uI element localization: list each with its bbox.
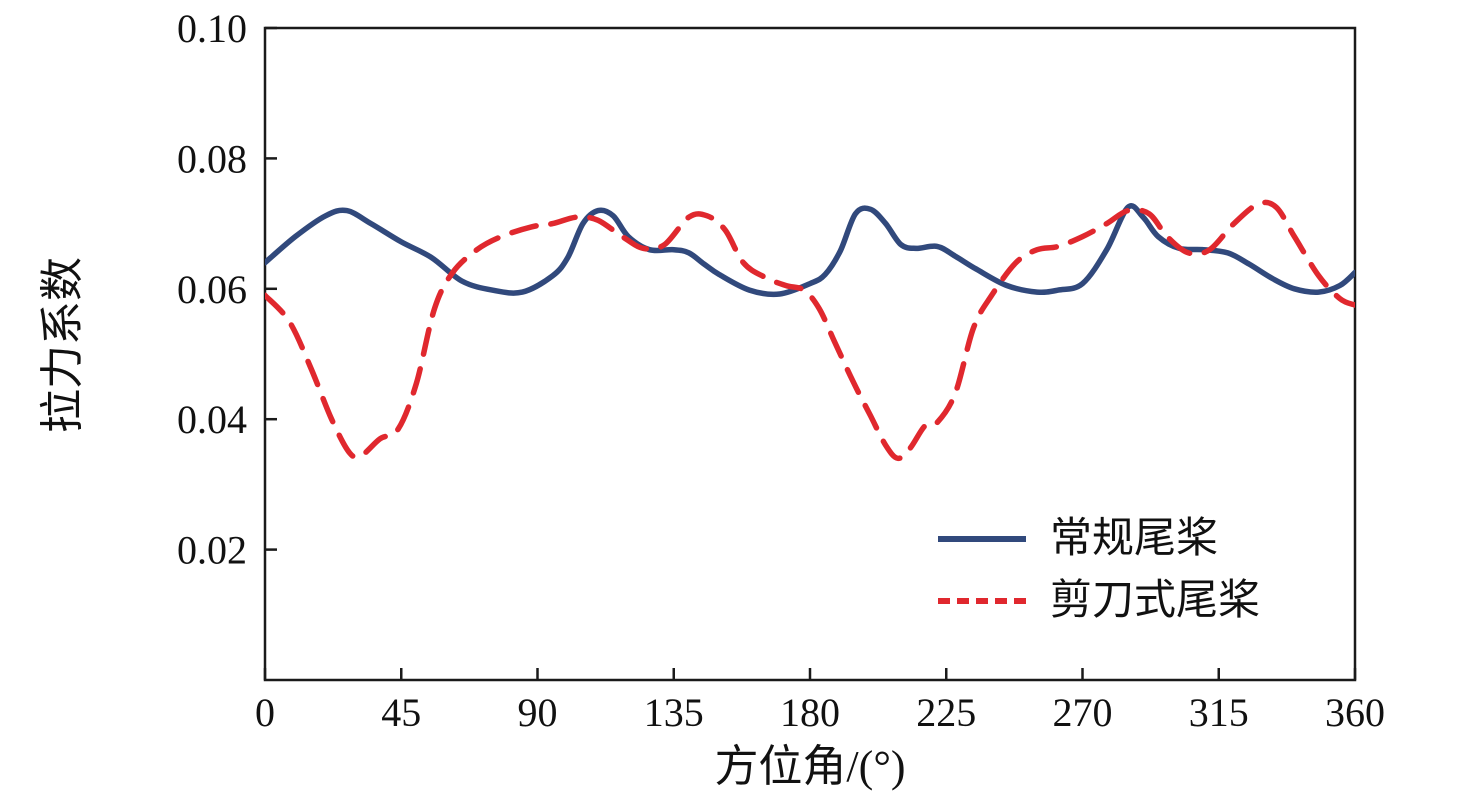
- svg-text:225: 225: [916, 690, 976, 735]
- svg-text:45: 45: [381, 690, 421, 735]
- svg-text:0.04: 0.04: [177, 397, 247, 442]
- svg-text:360: 360: [1325, 690, 1385, 735]
- legend: 常规尾桨 剪刀式尾桨: [938, 508, 1260, 632]
- svg-text:0.10: 0.10: [177, 6, 247, 51]
- legend-solid-line-icon: [938, 536, 1026, 542]
- legend-item-scissor-tail-rotor: 剪刀式尾桨: [938, 570, 1260, 632]
- x-axis-title: 方位角/(°): [714, 742, 906, 791]
- svg-text:90: 90: [518, 690, 558, 735]
- legend-label-scissor: 剪刀式尾桨: [1050, 578, 1261, 624]
- svg-text:0.08: 0.08: [177, 136, 247, 181]
- svg-text:180: 180: [780, 690, 840, 735]
- svg-text:270: 270: [1053, 690, 1113, 735]
- svg-text:0.02: 0.02: [177, 528, 247, 573]
- legend-dashed-line-icon: [938, 598, 1026, 604]
- legend-label-conventional: 常规尾桨: [1050, 516, 1219, 562]
- svg-text:0.06: 0.06: [177, 267, 247, 312]
- svg-text:315: 315: [1189, 690, 1249, 735]
- y-axis-title: 拉力系数: [38, 257, 87, 433]
- svg-text:135: 135: [644, 690, 704, 735]
- svg-text:0: 0: [255, 690, 275, 735]
- legend-item-conventional-tail-rotor: 常规尾桨: [938, 508, 1260, 570]
